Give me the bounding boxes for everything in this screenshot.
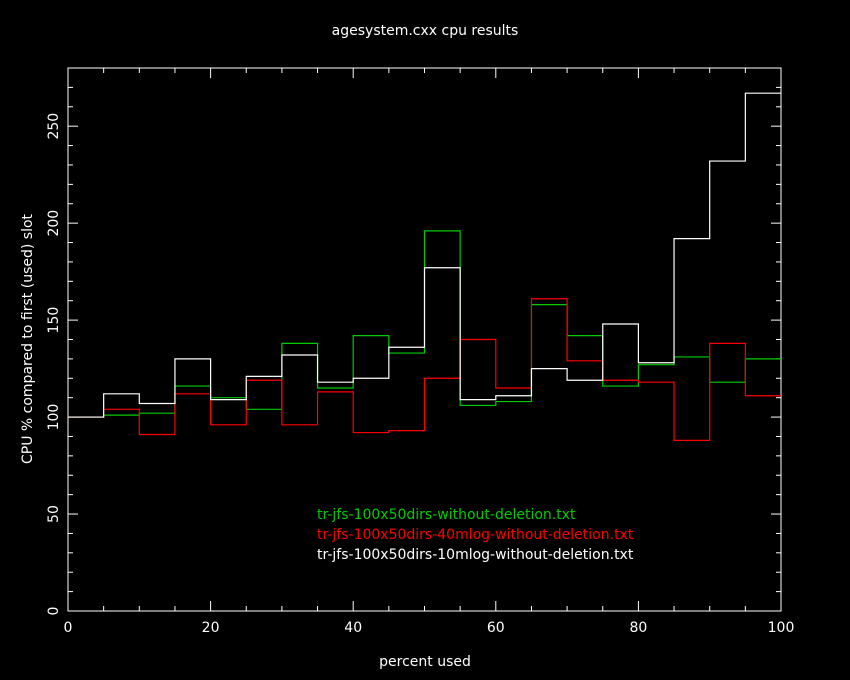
x-tick-label: 100: [768, 620, 795, 636]
y-tick-label: 0: [46, 607, 62, 616]
y-axis-label: CPU % compared to first (used) slot: [20, 213, 36, 464]
x-tick-label: 0: [64, 620, 73, 636]
series-group: [68, 92, 781, 441]
legend: tr-jfs-100x50dirs-without-deletion.txt tr…: [317, 507, 634, 563]
y-tick-label: 150: [46, 307, 62, 334]
chart-title: agesystem.cxx cpu results: [332, 23, 519, 39]
x-tick-label: 40: [344, 620, 362, 636]
y-tick-label: 250: [46, 113, 62, 140]
x-tick-label: 20: [202, 620, 220, 636]
axis-ticks: 0 20 40 60 80 100 0 50 100 150 200 250: [46, 67, 795, 636]
x-axis-label: percent used: [379, 654, 471, 670]
x-tick-label: 80: [629, 620, 647, 636]
legend-entry: tr-jfs-100x50dirs-40mlog-without-deletio…: [317, 527, 634, 543]
y-tick-label: 50: [46, 505, 62, 523]
series-line-2: [68, 298, 781, 441]
y-tick-label: 100: [46, 404, 62, 431]
x-tick-label: 60: [487, 620, 505, 636]
series-line-3: [68, 92, 781, 418]
legend-entry: tr-jfs-100x50dirs-without-deletion.txt: [317, 507, 576, 523]
y-tick-label: 200: [46, 210, 62, 237]
legend-entry: tr-jfs-100x50dirs-10mlog-without-deletio…: [317, 547, 634, 563]
